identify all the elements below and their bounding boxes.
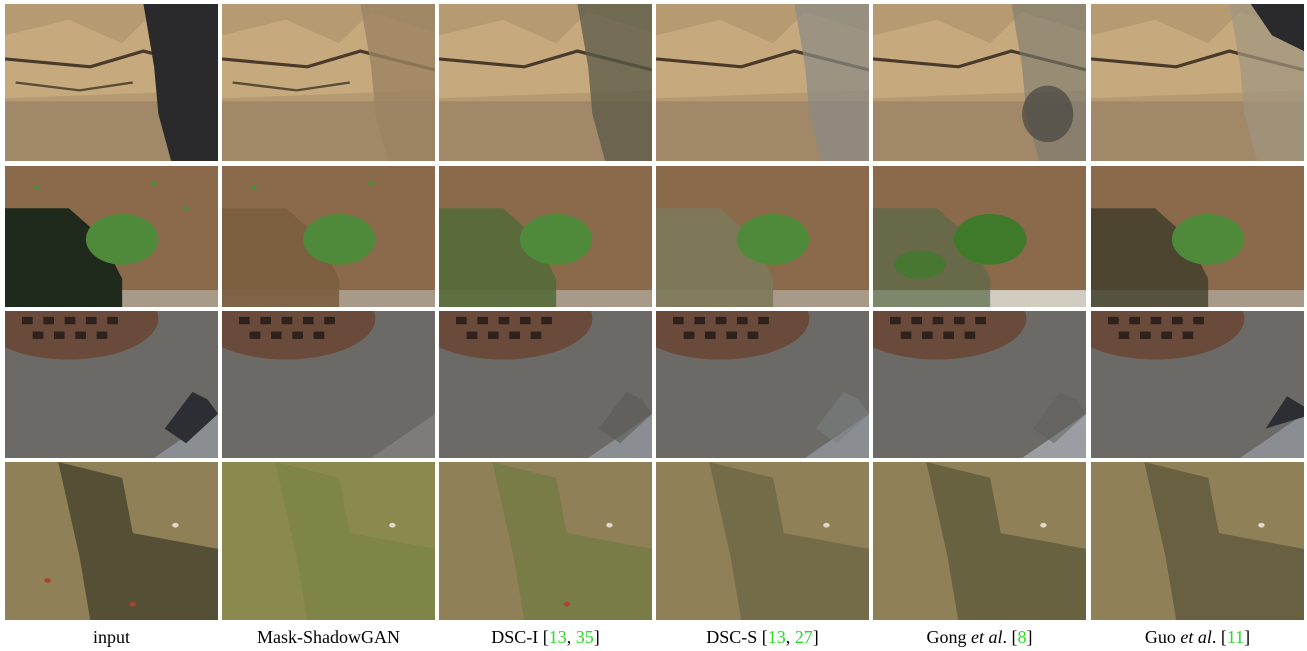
image-row4-input bbox=[5, 462, 218, 620]
label-text: DSC-I [ bbox=[491, 627, 549, 647]
image-row4-dsc-s bbox=[656, 462, 869, 620]
label-dsc-s: DSC-S [13, 27] bbox=[706, 627, 819, 647]
image-row1-input bbox=[5, 4, 218, 161]
image-row4-gong bbox=[873, 462, 1086, 620]
image-row2-mask-shadowgan bbox=[222, 166, 435, 307]
citation-link[interactable]: 13 bbox=[548, 627, 567, 647]
label-text: input bbox=[92, 627, 130, 647]
image-row4-dsc-i bbox=[439, 462, 652, 620]
image-row3-guo bbox=[1091, 311, 1304, 458]
citation-link[interactable]: 8 bbox=[1017, 627, 1027, 647]
label-guo: Guo et al. [11] bbox=[1091, 627, 1304, 648]
label-text: ] bbox=[1244, 627, 1251, 647]
image-row1-mask-shadowgan bbox=[222, 4, 435, 161]
label-text: Guo bbox=[1144, 627, 1181, 647]
image-row1-gong bbox=[873, 4, 1086, 161]
label-mask-shadowgan: Mask-ShadowGAN bbox=[222, 627, 435, 648]
label-text: . [ bbox=[1211, 627, 1227, 647]
image-row1-guo bbox=[1091, 4, 1304, 161]
column-labels: input Mask-ShadowGAN DSC-I [13, 35] DSC-… bbox=[5, 627, 1304, 651]
label-text: Gong bbox=[926, 627, 971, 647]
label-text: ] bbox=[1026, 627, 1033, 647]
label-input: input bbox=[5, 627, 218, 648]
citation-link[interactable]: 27 bbox=[794, 627, 813, 647]
image-row2-input bbox=[5, 166, 218, 307]
label-dsc-i: DSC-I [13, 35] bbox=[491, 627, 600, 647]
label-text: DSC-S [ bbox=[706, 627, 768, 647]
image-row2-dsc-i bbox=[439, 166, 652, 307]
citation-link[interactable]: 11 bbox=[1226, 627, 1245, 647]
image-row3-mask-shadowgan bbox=[222, 311, 435, 458]
image-row2-guo bbox=[1091, 166, 1304, 307]
citation-link[interactable]: 35 bbox=[575, 627, 594, 647]
label-italic: et al bbox=[1180, 627, 1212, 647]
image-row3-dsc-s bbox=[656, 311, 869, 458]
label-text: . [ bbox=[1002, 627, 1018, 647]
label-text: Mask-ShadowGAN bbox=[257, 627, 400, 647]
label-italic: et al bbox=[971, 627, 1003, 647]
image-row3-gong bbox=[873, 311, 1086, 458]
image-row1-dsc-s bbox=[656, 4, 869, 161]
image-row2-gong bbox=[873, 166, 1086, 307]
label-text: ] bbox=[812, 627, 819, 647]
image-grid bbox=[5, 4, 1304, 620]
image-row3-input bbox=[5, 311, 218, 458]
image-row3-dsc-i bbox=[439, 311, 652, 458]
image-row2-dsc-s bbox=[656, 166, 869, 307]
label-text: ] bbox=[593, 627, 600, 647]
label-gong: Gong et al. [8] bbox=[873, 627, 1086, 648]
citation-link[interactable]: 13 bbox=[767, 627, 786, 647]
image-row4-mask-shadowgan bbox=[222, 462, 435, 620]
image-row4-guo bbox=[1091, 462, 1304, 620]
image-row1-dsc-i bbox=[439, 4, 652, 161]
